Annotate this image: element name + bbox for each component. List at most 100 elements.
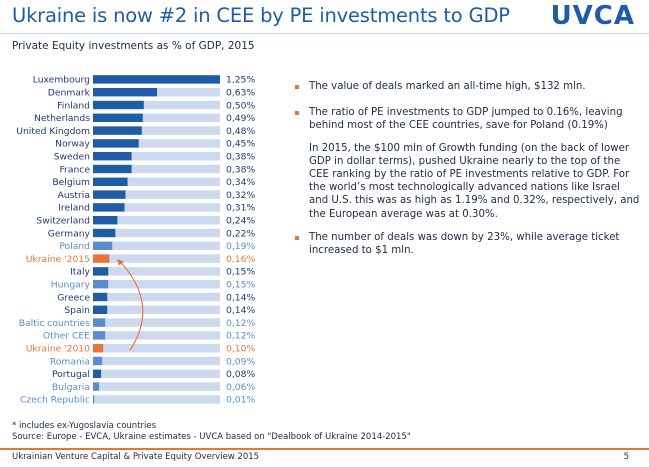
bar xyxy=(93,356,103,366)
category-label: Romania xyxy=(50,356,90,367)
bar-track xyxy=(93,100,220,110)
value-label: 0,12% xyxy=(226,331,255,342)
category-label: Luxembourg xyxy=(33,75,90,86)
bar-track xyxy=(93,305,220,314)
bar-track xyxy=(93,126,220,135)
bar xyxy=(93,100,144,110)
growth-arrow xyxy=(119,261,144,351)
value-label: 0,08% xyxy=(226,369,255,380)
bar xyxy=(93,75,220,84)
bullet-ratio: The ratio of PE investments to GDP jumpe… xyxy=(292,106,640,132)
bar xyxy=(93,203,125,212)
bullet-text: The number of deals was down by 23%, whi… xyxy=(309,231,620,257)
value-label: 0,49% xyxy=(226,113,255,124)
bullet-deal-value: The value of deals marked an all-time hi… xyxy=(292,80,640,93)
category-label: Czech Republic xyxy=(20,395,90,406)
category-label: Bulgaria xyxy=(52,382,90,393)
footer-title: Ukrainian Venture Capital & Private Equi… xyxy=(12,452,260,462)
bar-track xyxy=(93,177,220,186)
value-label: 0,15% xyxy=(226,267,255,278)
value-label: 0,48% xyxy=(226,126,255,137)
value-label: 0,19% xyxy=(226,241,255,252)
category-label: Ukraine '2010 xyxy=(26,344,90,355)
value-label: 0,06% xyxy=(226,382,255,393)
bar xyxy=(93,369,102,378)
bar xyxy=(93,292,108,302)
arrowhead-icon xyxy=(117,259,124,266)
footnote-source: Source: Europe - EVCA, Ukraine estimates… xyxy=(12,432,411,442)
category-label: Sweden xyxy=(54,152,90,163)
bar-track xyxy=(93,152,220,161)
bar-track xyxy=(93,369,220,378)
bar xyxy=(93,177,128,186)
bar xyxy=(93,190,126,199)
bar-track xyxy=(93,164,220,174)
uvca-logo: UVCA xyxy=(550,1,635,31)
bar xyxy=(93,88,158,97)
category-label: Austria xyxy=(58,190,90,201)
bar-track xyxy=(93,382,220,391)
category-label: Denmark xyxy=(48,88,91,99)
bar xyxy=(93,305,108,314)
bar xyxy=(93,113,143,122)
bar xyxy=(93,267,109,276)
bar xyxy=(93,395,95,404)
category-label: Baltic countries xyxy=(19,318,91,329)
bullet-marker-icon xyxy=(295,85,299,89)
bullet-marker-icon xyxy=(295,235,299,240)
bar-track xyxy=(93,228,220,238)
bar xyxy=(93,228,116,238)
growth-funding-paragraph: In 2015, the $100 mln of Growth funding … xyxy=(309,142,640,220)
title-divider xyxy=(0,33,649,34)
bullet-text: The value of deals marked an all-time hi… xyxy=(309,81,586,92)
category-label: Spain xyxy=(64,305,90,316)
value-label: 0,01% xyxy=(226,395,255,406)
bar xyxy=(93,331,106,340)
bar xyxy=(93,126,142,135)
category-label: Ireland xyxy=(58,203,90,214)
bar xyxy=(93,280,109,289)
value-label: 0,38% xyxy=(226,152,255,163)
value-label: 0,24% xyxy=(226,216,255,227)
bar-track xyxy=(93,356,220,366)
bar-track xyxy=(93,241,220,250)
commentary: The value of deals marked an all-time hi… xyxy=(292,80,640,270)
bar xyxy=(93,216,118,225)
bullet-text: The ratio of PE investments to GDP jumpe… xyxy=(309,107,623,132)
category-label: Greece xyxy=(57,292,90,303)
bar-track xyxy=(93,395,220,404)
footer-divider xyxy=(0,448,649,450)
bar xyxy=(93,254,110,263)
bar-track xyxy=(93,318,220,327)
value-label: 0,14% xyxy=(226,292,255,303)
bar xyxy=(93,241,113,250)
category-label: Switzerland xyxy=(36,216,90,227)
bar-track xyxy=(93,331,220,340)
bar xyxy=(93,164,132,174)
bar xyxy=(93,318,106,327)
footnote: * includes ex-Yugoslavia countries Sourc… xyxy=(12,421,411,443)
category-label: Norway xyxy=(55,139,90,150)
category-label: Portugal xyxy=(52,369,90,380)
value-label: 0,31% xyxy=(226,203,255,214)
value-label: 0,15% xyxy=(226,280,255,291)
bar-track xyxy=(93,280,220,289)
bar-track xyxy=(93,203,220,212)
category-label: Germany xyxy=(48,228,91,239)
value-label: 0,12% xyxy=(226,318,255,329)
pe-to-gdp-bar-chart: Luxembourg 1,25% Denmark 0,63% Finland 0,50% N… xyxy=(16,75,255,406)
chart-subtitle: Private Equity investments as % of GDP, … xyxy=(12,40,255,52)
bar xyxy=(93,152,132,161)
value-label: 0,16% xyxy=(226,254,255,265)
category-label: United Kingdom xyxy=(16,126,90,137)
value-label: 0,14% xyxy=(226,305,255,316)
category-label: Finland xyxy=(57,100,90,111)
category-label: France xyxy=(59,164,90,175)
footnote-note: * includes ex-Yugoslavia countries xyxy=(12,421,157,431)
bullet-marker-icon xyxy=(295,111,299,116)
category-label: Ukraine '2015 xyxy=(26,254,90,265)
bar-track xyxy=(93,113,220,122)
bullet-deal-count: The number of deals was down by 23%, whi… xyxy=(292,231,640,257)
value-label: 0,22% xyxy=(226,228,255,239)
value-label: 0,34% xyxy=(226,177,255,188)
